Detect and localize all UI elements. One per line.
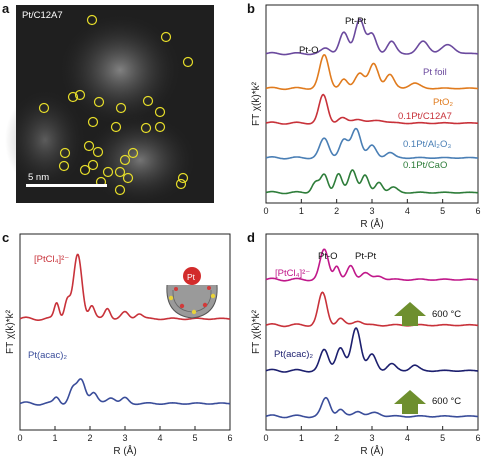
series-label: [PtCl₄]²⁻ [34, 254, 69, 265]
inset-pt-label: Pt [187, 272, 196, 282]
annotation-pt-pt-b: Pt-Pt [345, 16, 366, 27]
x-tick-label: 0 [263, 433, 268, 443]
x-tick-label: 4 [405, 206, 410, 216]
panel-b: 0 1 2 3 4 5 6 R (Å) FT χ(k)*k² Pt foil PtO₂ 0.1Pt/C… [251, 4, 481, 230]
series-label: 0.1Pt/CaO [403, 160, 447, 171]
series-line [265, 327, 479, 373]
x-tick-label: 6 [227, 433, 232, 443]
atom-marker [122, 172, 134, 184]
series-label: Pt(acac)₂ [28, 350, 67, 361]
heat-arrow-2 [394, 390, 426, 414]
atom-marker [175, 178, 187, 190]
series-label: 0.1Pt/C12A7 [398, 111, 452, 122]
series-line [265, 54, 478, 91]
atom-marker [87, 159, 99, 171]
x-axis-label: R (Å) [360, 444, 383, 457]
y-axis-label: FT χ(k)*k² [5, 309, 16, 354]
atom-marker [102, 166, 114, 178]
atom-marker [160, 31, 172, 43]
x-tick-label: 0 [263, 206, 268, 216]
pt-atom [183, 267, 201, 285]
atom-marker [114, 184, 126, 196]
atom-marker [140, 122, 152, 134]
atom-marker [142, 95, 154, 107]
atom-marker [92, 146, 104, 158]
atom-marker [177, 172, 189, 184]
series-line [265, 127, 478, 160]
series-line [265, 396, 479, 419]
x-axis-label: R (Å) [113, 444, 136, 457]
atom-marker [154, 121, 166, 133]
atom-marker [110, 121, 122, 133]
atom-marker [83, 140, 95, 152]
x-tick-label: 2 [334, 433, 339, 443]
annotation-pt-pt-d: Pt-Pt [355, 251, 376, 262]
x-tick-label: 5 [440, 433, 445, 443]
x-axis-label: R (Å) [360, 217, 383, 230]
x-tick-label: 4 [157, 433, 162, 443]
atom-marker [87, 116, 99, 128]
arrow-label-1: 600 °C [432, 309, 461, 320]
atom-marker [114, 166, 126, 178]
x-tick-label: 5 [192, 433, 197, 443]
atom-markers [38, 14, 194, 196]
x-tick-label: 1 [299, 433, 304, 443]
atom-marker [67, 91, 79, 103]
atom-marker [74, 89, 86, 101]
series-label: Pt foil [423, 67, 447, 78]
x-tick-label: 2 [87, 433, 92, 443]
atom-marker [182, 56, 194, 68]
panel-c: 0 1 2 3 4 5 6 R (Å) FT χ(k)*k² [PtCl₄]²⁻ Pt(acac)₂ [5, 233, 233, 457]
annotation-pt-o-d: Pt-O [318, 251, 338, 262]
series-line [265, 169, 479, 195]
x-tick-label: 6 [475, 433, 480, 443]
panel-c-label: c [2, 230, 9, 245]
series-label: 0.1Pt/Al₂O₃ [403, 139, 451, 150]
series-line [265, 93, 479, 125]
atom-marker [86, 14, 98, 26]
x-tick-label: 5 [440, 206, 445, 216]
atom-marker [38, 102, 50, 114]
panel-b-label: b [247, 1, 255, 16]
arrow-label-2: 600 °C [432, 396, 461, 407]
y-axis-label: FT χ(k)*k² [251, 81, 262, 126]
scale-bar [26, 184, 107, 187]
x-tick-label: 3 [122, 433, 127, 443]
scale-bar-label: 5 nm [28, 172, 49, 183]
panel-d: 0 1 2 3 4 5 6 R (Å) FT χ(k)*k² [PtCl₄]²⁻ Pt(acac)₂ [251, 233, 481, 457]
x-tick-label: 1 [52, 433, 57, 443]
x-tick-label: 6 [475, 206, 480, 216]
atom-marker [115, 102, 127, 114]
x-tick-label: 3 [369, 206, 374, 216]
x-tick-label: 4 [405, 433, 410, 443]
atom-marker [58, 160, 70, 172]
panel-a: a Pt/C12A7 5 nm [2, 1, 214, 205]
heat-arrow-1 [394, 302, 426, 326]
annotation-pt-o-b: Pt-O [299, 45, 319, 56]
x-tick-label: 3 [369, 433, 374, 443]
y-axis-label: FT χ(k)*k² [251, 309, 262, 354]
atom-marker [154, 106, 166, 118]
atom-marker [59, 147, 71, 159]
panel-d-label: d [247, 230, 255, 245]
series-line [19, 378, 231, 406]
series-line [265, 291, 479, 328]
panel-a-label: a [2, 1, 10, 16]
series-line [265, 18, 478, 56]
series-label: PtO₂ [433, 97, 453, 108]
atom-marker [119, 154, 131, 166]
cage-inset: Pt [166, 267, 218, 319]
x-tick-label: 2 [334, 206, 339, 216]
series-label: Pt(acac)₂ [274, 349, 313, 360]
series-label: [PtCl₄]²⁻ [275, 268, 310, 279]
series-line [19, 253, 231, 321]
x-tick-label: 0 [17, 433, 22, 443]
x-tick-label: 1 [299, 206, 304, 216]
atom-marker [127, 147, 139, 159]
stem-title: Pt/C12A7 [22, 10, 63, 21]
atom-marker [93, 96, 105, 108]
atom-marker [79, 164, 91, 176]
series-line [265, 248, 479, 282]
